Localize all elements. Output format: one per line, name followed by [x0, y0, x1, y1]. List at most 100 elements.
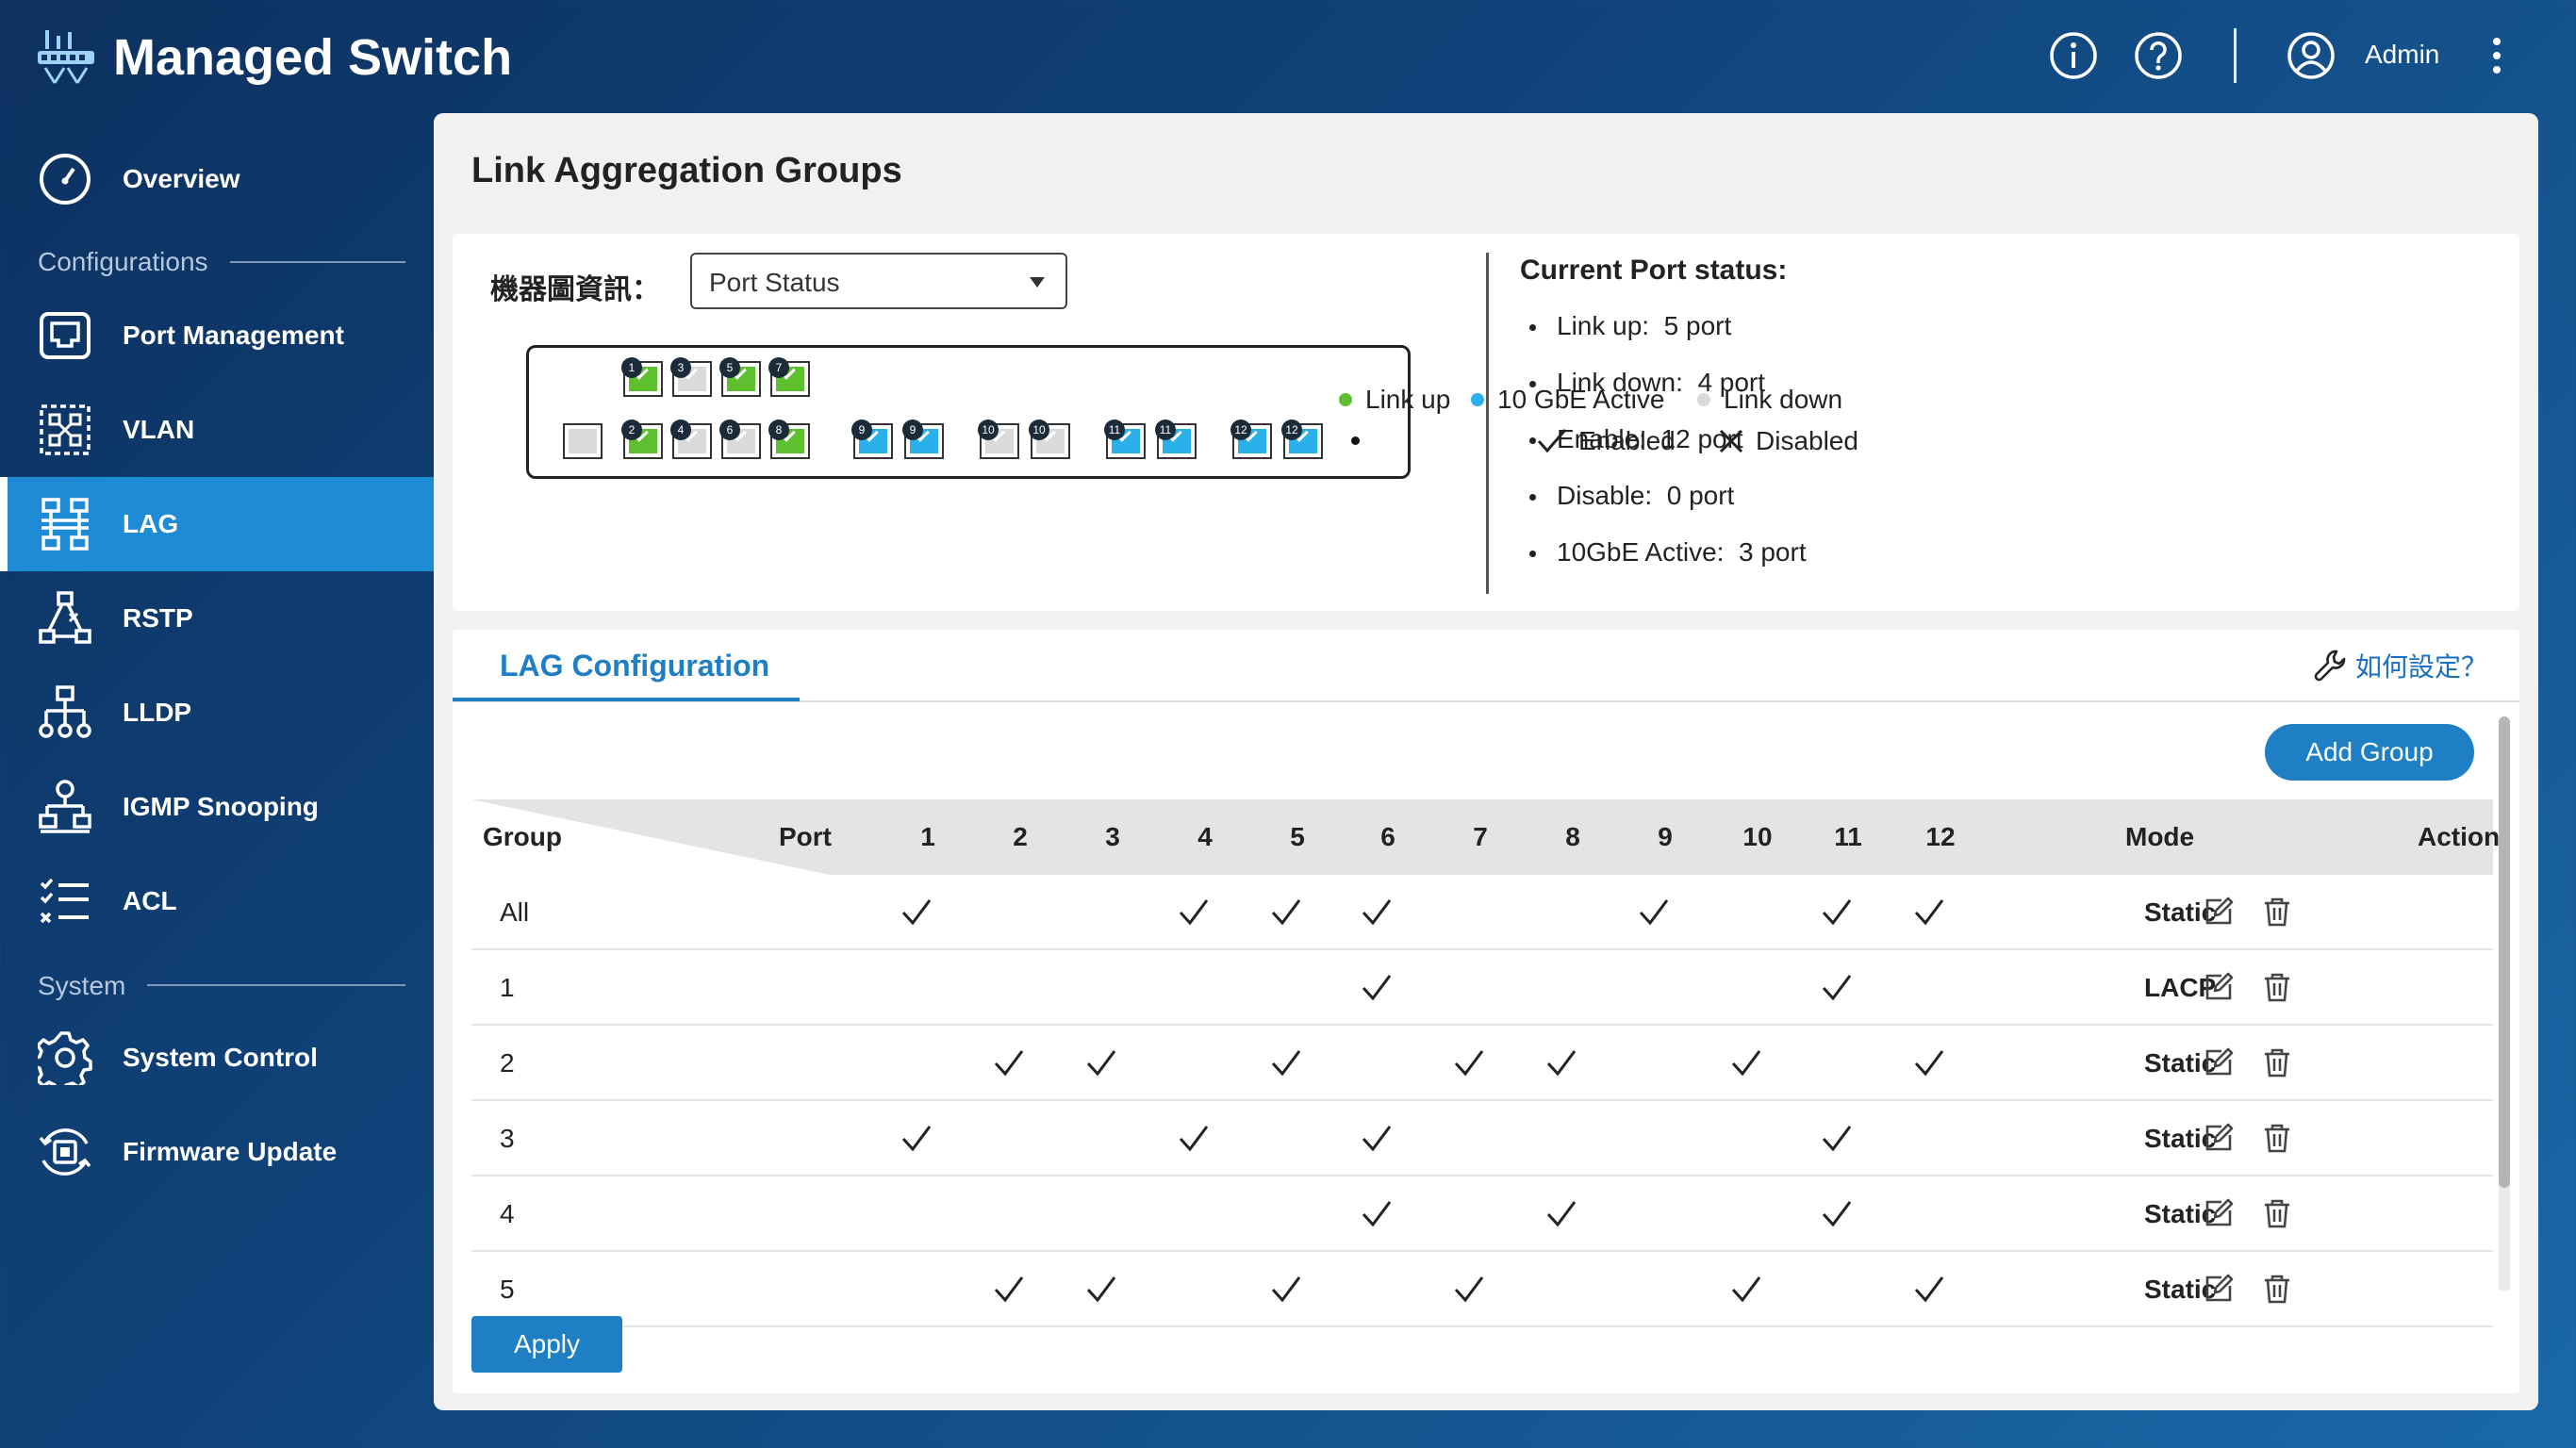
edit-icon[interactable] [2203, 1046, 2235, 1078]
sidebar-item-lldp[interactable]: LLDP [0, 666, 434, 760]
add-group-button[interactable]: Add Group [2265, 724, 2474, 781]
port-indicator-dot [1351, 436, 1360, 445]
port-number: 3 [670, 357, 691, 378]
user-name[interactable]: Admin [2365, 40, 2440, 69]
port-number: 11 [1155, 420, 1176, 440]
sidebar-item-label: RSTP [123, 603, 193, 633]
edit-icon[interactable] [2203, 1122, 2235, 1154]
port-bottom-0[interactable]: 2 [621, 420, 663, 459]
sidebar-item-label: IGMP Snooping [123, 792, 319, 821]
port-bottom-11[interactable]: 12 [1281, 420, 1323, 459]
port-icon [38, 308, 92, 363]
port-bottom-4[interactable]: 9 [851, 420, 893, 459]
port-number: 5 [719, 357, 740, 378]
sidebar-item-label: LAG [123, 509, 179, 538]
port-bottom-3[interactable]: 8 [768, 420, 810, 459]
switch-diagram: 1 3 5 7 2 4 6 8 9 9 10 10 11 11 12 12 [526, 345, 1411, 479]
delete-icon[interactable] [2261, 971, 2293, 1003]
port-bottom-5[interactable]: 9 [902, 420, 944, 459]
delete-icon[interactable] [2261, 1122, 2293, 1154]
help-icon[interactable] [2133, 30, 2184, 81]
port-checkmark-icon [1822, 897, 1852, 928]
port-bottom-2[interactable]: 6 [719, 420, 761, 459]
delete-icon[interactable] [2261, 1046, 2293, 1078]
port-checkmark-icon [1914, 897, 1944, 928]
sidebar-item-label: LLDP [123, 698, 192, 727]
row-group: 5 [500, 1275, 515, 1304]
port-checkmark-icon [1362, 1124, 1392, 1154]
howto-link[interactable]: 如何設定？ [2314, 647, 2487, 684]
edit-icon[interactable] [2203, 1273, 2235, 1305]
header-diagonal [471, 799, 830, 875]
section-divider [230, 261, 405, 263]
port-number: 8 [768, 420, 789, 440]
lag-configuration-card: LAG Configuration 如何設定？ Add Group Group … [453, 630, 2519, 1393]
port-checkmark-icon [1546, 1199, 1577, 1229]
diagram-mode-select[interactable]: Port Status [690, 253, 1067, 309]
port-bottom-8[interactable]: 11 [1104, 420, 1146, 459]
lldp-icon [38, 685, 92, 740]
edit-icon[interactable] [2203, 896, 2235, 928]
header-port-1: 1 [920, 822, 935, 851]
legend-disabled: Disabled [1718, 426, 1858, 456]
sidebar-item-port-management[interactable]: Port Management [0, 288, 434, 383]
info-icon[interactable] [2048, 30, 2099, 81]
header-port: Port [779, 822, 832, 851]
sidebar-item-acl[interactable]: ACL [0, 854, 434, 948]
edit-icon[interactable] [2203, 971, 2235, 1003]
vlan-icon [38, 403, 92, 457]
row-group: All [500, 897, 530, 927]
gear-icon [38, 1030, 92, 1085]
port-bottom-6[interactable]: 10 [978, 420, 1019, 459]
port-bottom-9[interactable]: 11 [1155, 420, 1197, 459]
port-checkmark-icon [994, 1048, 1024, 1078]
more-menu-icon[interactable] [2478, 30, 2516, 81]
port-number: 2 [621, 420, 642, 440]
delete-icon[interactable] [2261, 1273, 2293, 1305]
select-value: Port Status [709, 268, 840, 297]
port-top-0[interactable]: 1 [621, 357, 663, 397]
port-checkmark-icon [1271, 897, 1301, 928]
scrollbar-thumb[interactable] [2499, 716, 2510, 1188]
diagram-label: 機器圖資訊： [490, 274, 660, 305]
sidebar-item-firmware-update[interactable]: Firmware Update [0, 1105, 434, 1199]
row-group: 4 [500, 1199, 515, 1228]
port-top-1[interactable]: 3 [670, 357, 712, 397]
port-bottom-10[interactable]: 12 [1230, 420, 1272, 459]
row-mode: Static [2144, 1124, 2217, 1153]
row-group: 1 [500, 973, 515, 1002]
sfp-port [563, 423, 603, 459]
x-icon [1719, 429, 1743, 453]
chevron-down-icon [1030, 277, 1045, 288]
port-checkmark-icon [901, 897, 932, 928]
edit-icon[interactable] [2203, 1197, 2235, 1229]
sidebar-item-overview[interactable]: Overview [0, 132, 434, 226]
port-top-3[interactable]: 7 [768, 357, 810, 397]
sidebar-item-lag[interactable]: LAG [0, 477, 434, 571]
port-top-2[interactable]: 5 [719, 357, 761, 397]
sidebar-item-system-control[interactable]: System Control [0, 1011, 434, 1105]
sidebar-item-rstp[interactable]: RSTP [0, 571, 434, 666]
port-checkmark-icon [994, 1275, 1024, 1305]
delete-icon[interactable] [2261, 1197, 2293, 1229]
main-panel: Link Aggregation Groups 機器圖資訊： Port Stat… [434, 113, 2538, 1410]
port-checkmark-icon [1086, 1048, 1116, 1078]
port-number: 9 [851, 420, 872, 440]
table-scrollbar[interactable] [2499, 716, 2510, 1292]
tab-lag-configuration[interactable]: LAG Configuration [500, 649, 770, 683]
port-bottom-7[interactable]: 10 [1029, 420, 1070, 459]
port-bottom-1[interactable]: 4 [670, 420, 712, 459]
sidebar-item-igmp-snooping[interactable]: IGMP Snooping [0, 760, 434, 854]
sidebar-item-vlan[interactable]: VLAN [0, 383, 434, 477]
delete-icon[interactable] [2261, 896, 2293, 928]
row-mode: Static [2144, 1275, 2217, 1304]
row-mode: Static [2144, 897, 2217, 927]
user-avatar-icon[interactable] [2286, 30, 2337, 81]
apply-button[interactable]: Apply [471, 1316, 622, 1373]
sidebar-item-label: Port Management [123, 321, 344, 350]
table-row: 3 Static [471, 1101, 2493, 1176]
row-group: 2 [500, 1048, 515, 1078]
rstp-icon [38, 591, 92, 646]
sidebar-item-label: VLAN [123, 415, 195, 444]
row-mode: LACP [2144, 973, 2217, 1002]
